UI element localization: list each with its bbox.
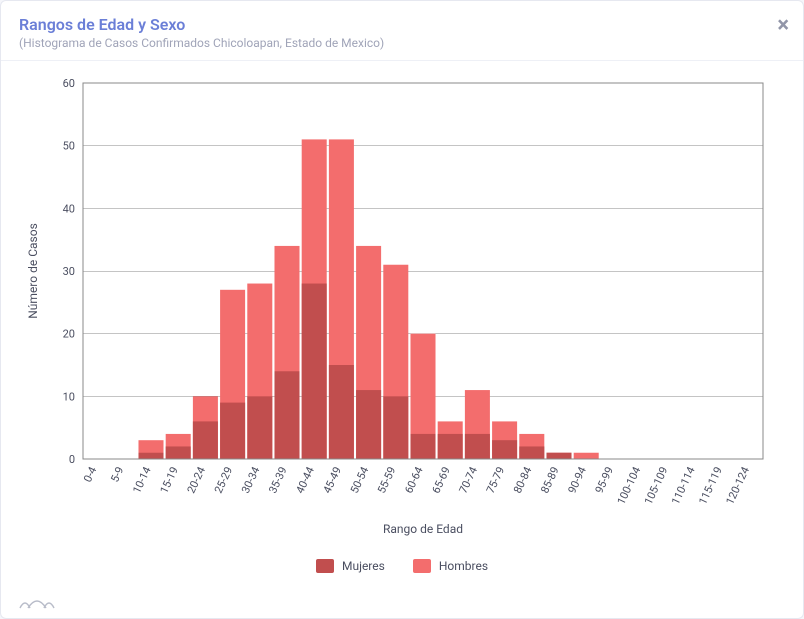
legend-swatch [413,559,431,573]
svg-text:10: 10 [63,390,75,403]
bar-mujeres [410,434,435,459]
chart-area: 01020304050600-45-910-1415-1920-2425-293… [1,61,803,573]
svg-text:60-64: 60-64 [402,465,426,496]
bar-mujeres [302,284,327,459]
svg-text:50: 50 [63,140,75,153]
svg-text:20-24: 20-24 [185,465,209,496]
close-icon[interactable]: × [777,15,789,37]
bar-mujeres [166,446,191,459]
bar-mujeres [329,365,354,459]
bar-mujeres [193,421,218,459]
legend-label: Mujeres [342,559,385,573]
svg-text:50-54: 50-54 [348,465,372,496]
svg-text:40: 40 [63,202,75,215]
legend-item-mujeres: Mujeres [316,559,385,573]
legend-label: Hombres [439,559,488,573]
bar-mujeres [138,453,163,459]
card-title: Rangos de Edad y Sexo [19,15,785,34]
svg-text:120-124: 120-124 [723,465,752,507]
svg-text:115-119: 115-119 [696,465,725,507]
svg-text:40-44: 40-44 [293,465,317,496]
svg-text:30-34: 30-34 [239,465,263,496]
svg-text:100-104: 100-104 [615,465,644,507]
svg-text:70-74: 70-74 [457,465,481,496]
svg-text:35-39: 35-39 [266,465,290,496]
bar-mujeres [465,434,490,459]
card-header: Rangos de Edad y Sexo (Histograma de Cas… [1,1,803,61]
svg-text:0: 0 [69,453,75,466]
svg-text:Número de Casos: Número de Casos [26,223,40,319]
svg-text:80-84: 80-84 [511,465,535,496]
svg-text:10-14: 10-14 [130,465,154,496]
bar-mujeres [274,371,299,459]
distribution-icon[interactable] [19,596,55,610]
card-subtitle: (Histograma de Casos Confirmados Chicolo… [19,36,785,50]
svg-text:105-109: 105-109 [642,465,671,507]
svg-text:25-29: 25-29 [212,465,236,496]
svg-text:75-79: 75-79 [484,465,508,496]
legend: Mujeres Hombres [21,559,783,573]
legend-item-hombres: Hombres [413,559,488,573]
bar-mujeres [247,396,272,459]
svg-text:0-4: 0-4 [81,465,99,484]
svg-text:30: 30 [63,265,75,278]
bar-mujeres [383,396,408,459]
svg-text:55-59: 55-59 [375,465,399,496]
svg-text:15-19: 15-19 [157,465,181,496]
bar-mujeres [546,453,571,459]
svg-text:60: 60 [63,77,75,90]
bar-mujeres [438,434,463,459]
svg-text:65-69: 65-69 [429,465,453,496]
svg-text:45-49: 45-49 [321,465,345,496]
svg-text:90-94: 90-94 [565,465,589,496]
legend-swatch [316,559,334,573]
bar-mujeres [220,403,245,459]
svg-text:95-99: 95-99 [593,465,617,496]
chart-card: Rangos de Edad y Sexo (Histograma de Cas… [0,0,804,619]
bar-mujeres [492,440,517,459]
bar-mujeres [356,390,381,459]
histogram-chart: 01020304050600-45-910-1415-1920-2425-293… [21,71,781,551]
bar-hombres [574,453,599,459]
svg-text:85-89: 85-89 [538,465,562,496]
bar-mujeres [519,446,544,459]
svg-text:Rango de Edad: Rango de Edad [383,522,463,536]
svg-text:5-9: 5-9 [108,465,126,484]
svg-text:110-114: 110-114 [669,465,698,507]
svg-text:20: 20 [63,328,75,341]
